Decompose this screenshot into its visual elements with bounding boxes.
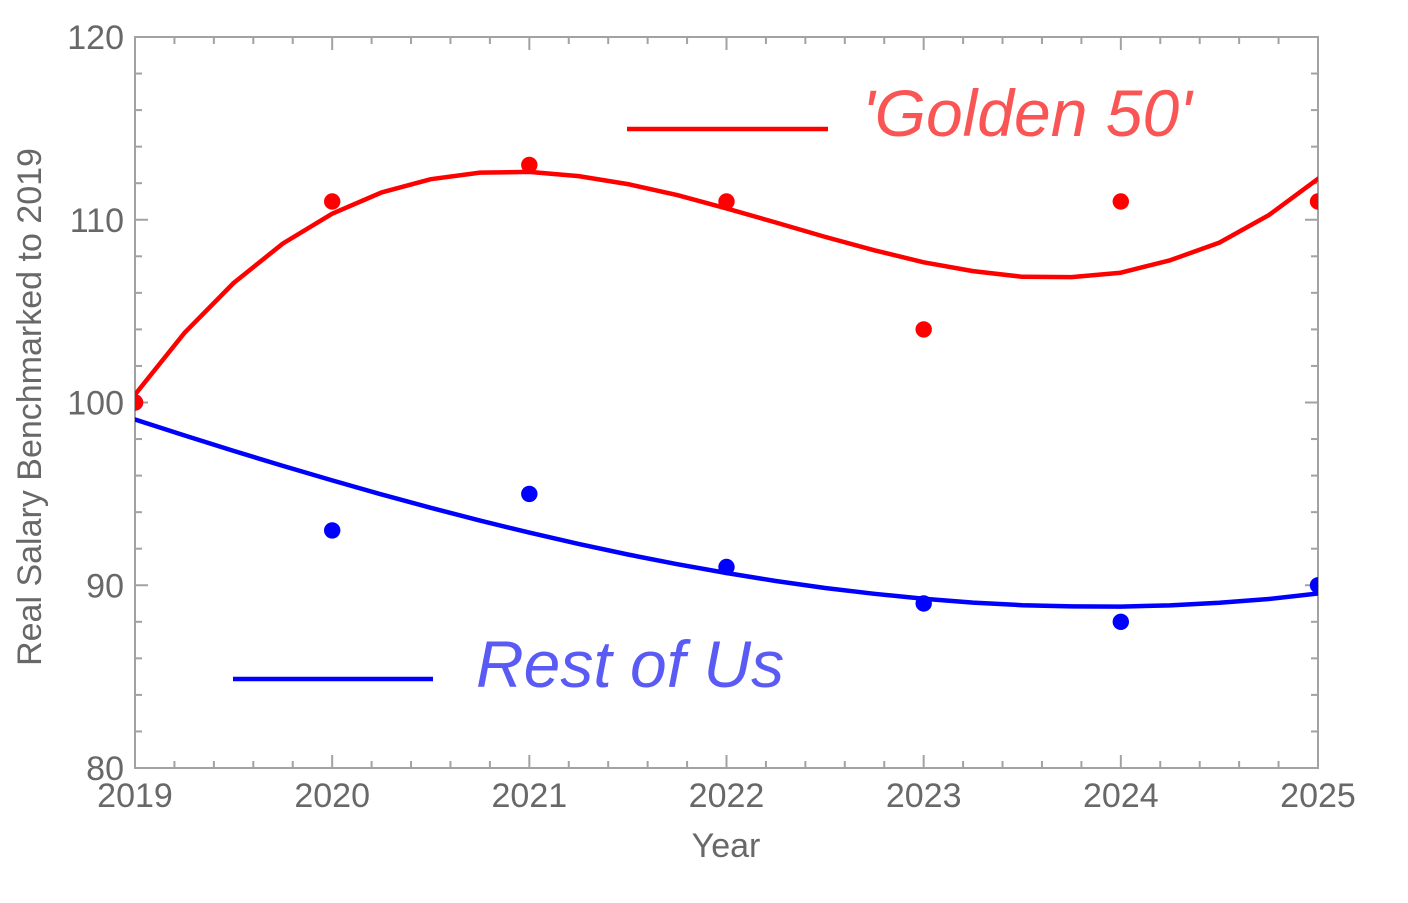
y-tick-label: 100: [67, 385, 124, 423]
data-point: [1112, 193, 1130, 210]
x-axis-label: Year: [692, 827, 761, 865]
y-tick-label: 110: [70, 202, 124, 240]
data-point: [718, 558, 735, 576]
legend-label-rest-of-us: Rest of Us: [476, 627, 784, 701]
x-tick-label: 2019: [97, 777, 173, 815]
data-point: [324, 193, 341, 210]
data-point: [1112, 613, 1130, 630]
data-point: [718, 193, 735, 210]
x-tick-label: 2020: [294, 777, 370, 815]
data-point: [521, 485, 538, 503]
data-points: [135, 156, 1318, 630]
fit-curves: [135, 169, 1318, 609]
data-point: [915, 595, 932, 612]
legend-rest-of-us: Rest of Us: [233, 627, 784, 701]
data-point: [1309, 577, 1318, 594]
data-point: [521, 156, 538, 174]
legend-golden-50: 'Golden 50': [627, 76, 1194, 150]
y-axis-label: Real Salary Benchmarked to 2019: [11, 148, 49, 666]
axis-tick-labels: 2019 2020 2021 2022 2023 2024 2025 80 90 100 110 12…: [67, 19, 1356, 815]
y-tick-label: 90: [86, 567, 124, 605]
legend-label-golden-50: 'Golden 50': [862, 76, 1194, 150]
x-tick-label: 2025: [1280, 777, 1356, 815]
data-point: [135, 394, 144, 411]
data-point: [1309, 193, 1318, 210]
axis-ticks: [134, 36, 1319, 769]
fit-curve: [135, 417, 1318, 609]
y-tick-label: 80: [86, 750, 124, 788]
data-point: [915, 321, 932, 338]
x-tick-label: 2024: [1083, 777, 1159, 815]
x-tick-label: 2022: [689, 777, 765, 815]
x-tick-label: 2023: [886, 777, 962, 815]
y-tick-label: 120: [67, 19, 124, 57]
x-tick-label: 2021: [492, 777, 568, 815]
data-point: [324, 522, 341, 539]
